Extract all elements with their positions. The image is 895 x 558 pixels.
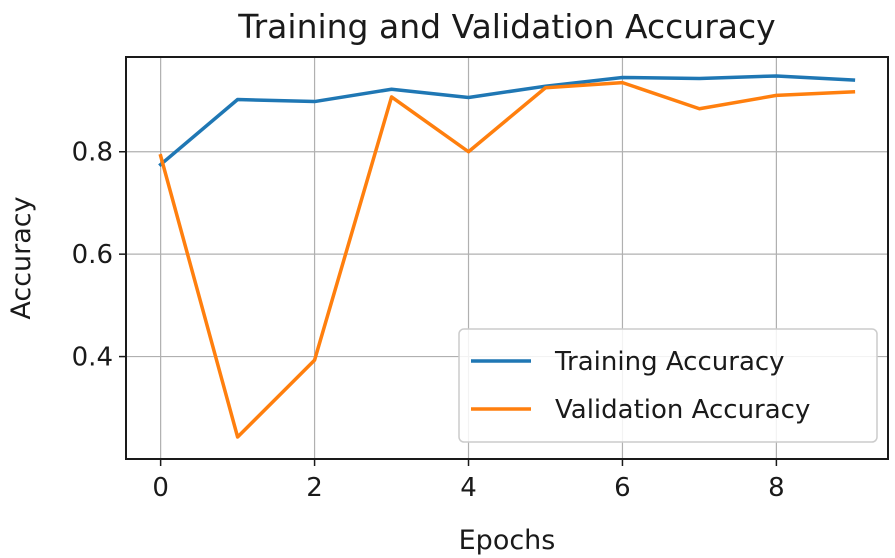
chart-title: Training and Validation Accuracy xyxy=(237,7,775,46)
y-axis-label: Accuracy xyxy=(6,196,37,319)
x-tick-label: 2 xyxy=(306,473,323,503)
x-tick-label: 8 xyxy=(768,473,785,503)
legend-label-validation: Validation Accuracy xyxy=(555,395,810,425)
x-tick-label: 0 xyxy=(152,473,169,503)
legend: Training Accuracy Validation Accuracy xyxy=(458,328,878,443)
legend-label-training: Training Accuracy xyxy=(554,347,785,377)
y-tick-label: 0.6 xyxy=(72,240,113,270)
validation-accuracy-line xyxy=(158,80,856,439)
legend-box xyxy=(458,328,878,443)
x-axis-label: Epochs xyxy=(459,525,556,556)
x-tick-label: 4 xyxy=(460,473,477,503)
training-accuracy-line xyxy=(158,74,856,168)
axis-ticks: 0 2 4 6 8 0.4 0.6 0.8 xyxy=(72,138,785,503)
y-tick-label: 0.4 xyxy=(72,343,113,373)
y-tick-label: 0.8 xyxy=(72,138,113,168)
plot-frame xyxy=(125,56,889,460)
series-layer xyxy=(158,74,856,439)
x-tick-label: 6 xyxy=(614,473,631,503)
